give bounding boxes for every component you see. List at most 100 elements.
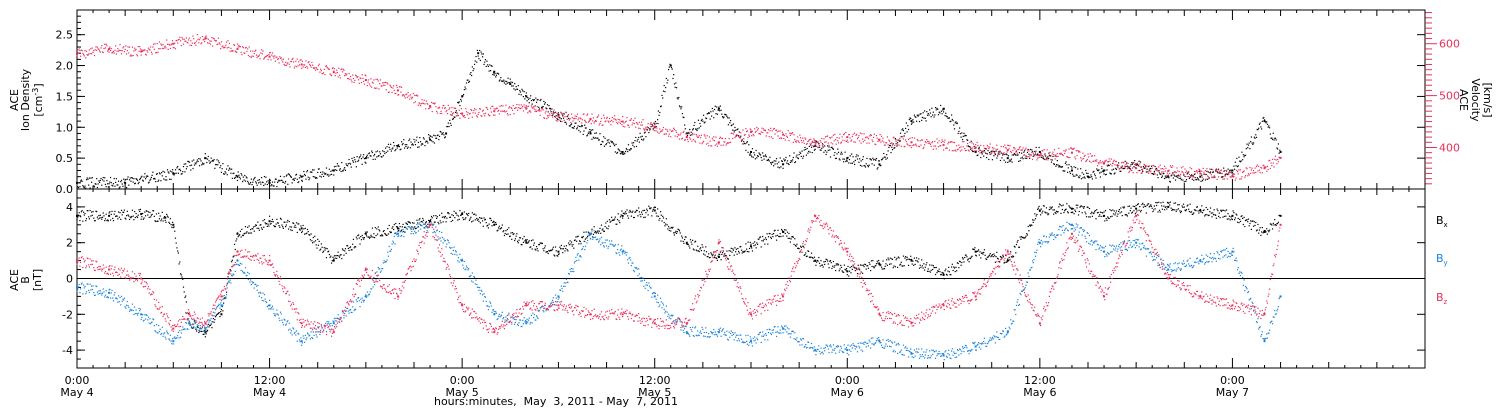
ion-density-dot: [935, 109, 937, 111]
velocity-dot: [791, 132, 794, 134]
velocity-dot: [900, 145, 902, 147]
ion-density-dot: [769, 156, 771, 158]
bx-dot: [687, 243, 689, 245]
velocity-dot: [970, 147, 972, 149]
bx-dot: [220, 311, 222, 313]
velocity-dot: [355, 74, 357, 76]
ion-density-dot: [159, 173, 161, 175]
ion-density-dot: [295, 174, 297, 176]
bx-dot: [786, 231, 789, 233]
bx-dot: [637, 215, 639, 217]
ion-density-dot: [1243, 156, 1245, 158]
ion-density-dot: [442, 132, 444, 134]
ion-density-dot: [737, 128, 739, 130]
velocity-dot: [1145, 166, 1147, 168]
bx-dot: [150, 214, 153, 216]
ion-density-dot: [488, 70, 490, 72]
bx-point: [1070, 207, 1073, 210]
velocity-dot: [764, 130, 767, 132]
ion-density-dot: [542, 105, 544, 108]
ion-density-dot: [1253, 136, 1255, 138]
velocity-dot: [624, 121, 627, 123]
x-tick-label-date: May 4: [253, 386, 286, 399]
velocity-dot: [409, 94, 411, 96]
velocity-dot: [551, 116, 554, 118]
velocity-dot: [463, 116, 465, 118]
ion-density-dot: [915, 116, 917, 118]
ion-density-dot: [837, 148, 839, 150]
bx-dot: [819, 265, 821, 267]
ion-density-dot: [80, 180, 82, 182]
bx-dot: [252, 226, 255, 228]
ion-density-dot: [956, 122, 959, 124]
bx-dot: [360, 236, 362, 238]
ion-density-dot: [894, 137, 897, 140]
ion-density-dot: [1043, 158, 1045, 160]
ion-density-point: [1006, 157, 1009, 160]
bx-dot: [525, 240, 527, 242]
velocity-dot: [1144, 164, 1146, 166]
ion-density-dot: [624, 152, 626, 154]
velocity-point: [461, 112, 464, 115]
ion-density-dot: [851, 153, 853, 155]
ion-density-dot: [572, 127, 574, 129]
bx-dot: [616, 218, 619, 221]
ion-density-dot: [463, 93, 465, 96]
velocity-dot: [234, 50, 236, 52]
ion-density-dot: [474, 60, 476, 62]
bx-dot: [835, 263, 837, 265]
bx-dot: [369, 236, 371, 238]
ion-density-dot: [995, 150, 997, 152]
velocity-dot: [379, 79, 382, 81]
ion-density-dot: [743, 140, 745, 143]
velocity-dot: [1147, 172, 1150, 174]
ion-density-dot: [406, 147, 409, 149]
ion-density-dot: [439, 130, 441, 133]
bx-dot: [336, 254, 339, 257]
ion-density-dot: [452, 118, 454, 120]
ion-density-dot: [1031, 151, 1034, 153]
ion-density-dot: [831, 146, 833, 148]
velocity-dot: [1182, 166, 1184, 168]
ion-density-dot: [825, 153, 827, 156]
velocity-dot: [108, 51, 110, 53]
velocity-dot: [842, 139, 844, 141]
bx-point: [782, 230, 785, 233]
bx-dot: [414, 227, 417, 230]
velocity-dot: [969, 146, 972, 148]
ion-density-dot: [665, 77, 667, 80]
bx-dot: [737, 247, 739, 250]
velocity-dot: [448, 108, 450, 110]
velocity-dot: [1161, 167, 1164, 170]
bx-dot: [607, 228, 609, 230]
ion-density-dot: [967, 145, 969, 147]
bx-dot: [278, 225, 280, 227]
bx-dot: [551, 249, 553, 251]
velocity-dot: [808, 140, 810, 142]
ion-density-dot: [802, 157, 804, 159]
ion-density-dot: [1084, 177, 1086, 179]
bx-dot: [811, 256, 813, 259]
bx-dot: [176, 247, 178, 249]
ion-density-dot: [955, 121, 957, 123]
bx-dot: [340, 254, 342, 256]
bx-dot: [400, 230, 402, 232]
ion-density-dot: [91, 177, 93, 179]
ion-density-dot: [191, 160, 193, 162]
ion-density-dot: [1209, 172, 1212, 174]
velocity-dot: [488, 114, 490, 116]
ion-density-dot: [1053, 163, 1055, 165]
velocity-dot: [1244, 176, 1246, 178]
ion-density-dot: [1066, 171, 1069, 173]
bx-dot: [208, 326, 210, 328]
ion-density-dot: [582, 133, 584, 136]
bx-dot: [212, 317, 215, 320]
velocity-dot: [748, 134, 750, 136]
velocity-dot: [285, 64, 287, 67]
bx-dot: [141, 216, 143, 218]
velocity-dot: [361, 74, 363, 76]
bx-dot: [343, 254, 345, 256]
bx-dot: [851, 265, 853, 268]
bx-dot: [175, 242, 177, 244]
ion-density-dot: [1026, 157, 1028, 160]
